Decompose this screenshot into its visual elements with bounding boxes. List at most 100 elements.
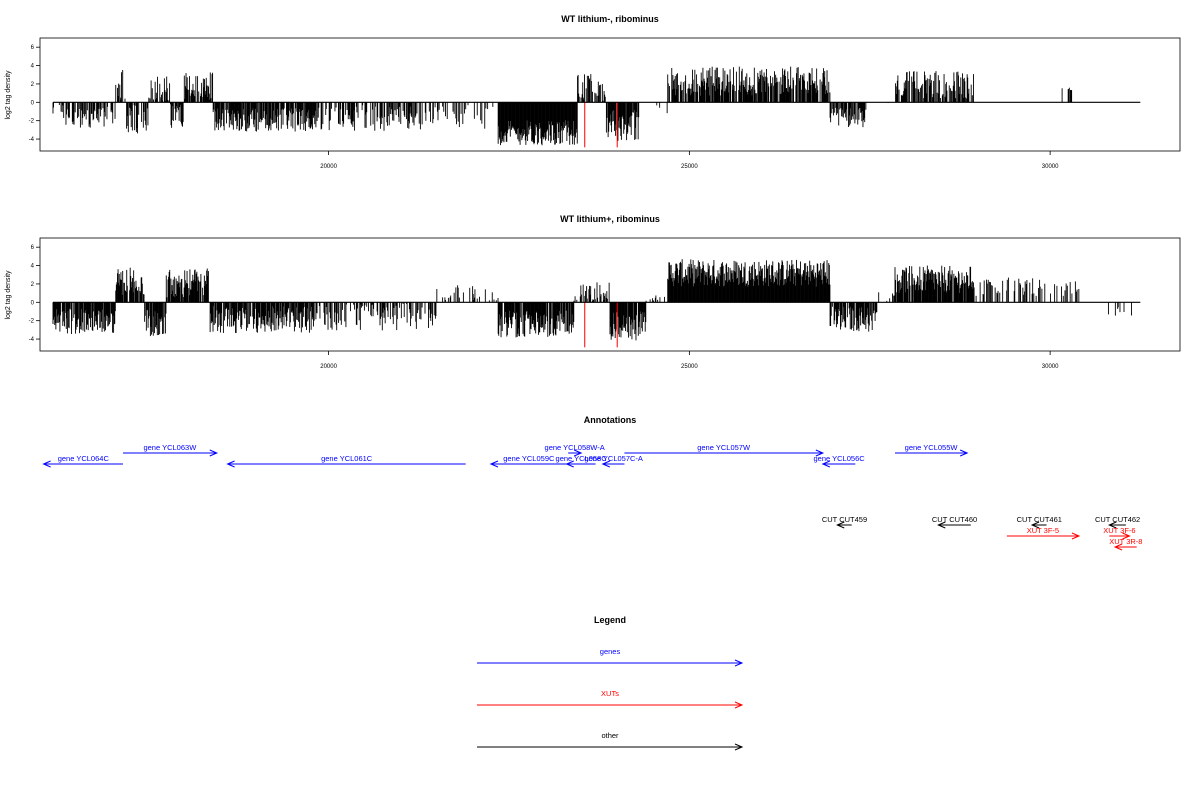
- feature-label: gene YCL057C-A: [584, 454, 643, 463]
- annotations-title: Annotations: [584, 415, 637, 425]
- legend-entry: XUTs: [477, 689, 744, 709]
- annotation-feature: XUT 3F-6: [1103, 526, 1136, 540]
- feature-arrow-head: [1030, 521, 1040, 529]
- feature-arrow-head: [959, 449, 969, 457]
- legend-entry: other: [477, 731, 744, 751]
- y-tick-label: 2: [31, 82, 35, 88]
- annotation-feature: gene YCL061C: [226, 454, 466, 468]
- feature-label: gene YCL057W: [697, 443, 751, 452]
- y-tick-label: -4: [29, 137, 35, 143]
- y-tick-label: 6: [31, 45, 35, 51]
- annotation-feature: gene YCL063W: [122, 443, 219, 457]
- y-tick-label: 0: [31, 300, 35, 306]
- feature-arrow-head: [734, 743, 744, 751]
- annotation-feature: gene YCL056C: [814, 454, 866, 468]
- feature-label: XUT 3F-6: [1103, 526, 1135, 535]
- annotation-feature: CUT CUT460: [932, 515, 977, 529]
- feature-arrow-head: [573, 449, 583, 457]
- y-tick-label: 4: [31, 264, 35, 270]
- x-tick-label: 25000: [681, 164, 698, 170]
- feature-arrow-head: [937, 521, 946, 529]
- position-markers: [584, 102, 618, 148]
- annotation-feature: XUT 3F-5: [1006, 526, 1081, 540]
- feature-arrow-head: [42, 460, 51, 468]
- feature-arrow-head: [734, 701, 744, 709]
- plot-frame: [39, 237, 1181, 352]
- x-tick-label: 20000: [320, 364, 337, 370]
- feature-arrow-head: [489, 460, 499, 468]
- feature-label: gene YCL064C: [58, 454, 110, 463]
- annotation-feature: gene YCL058W-A: [545, 443, 605, 457]
- y-tick-label: 4: [31, 64, 35, 70]
- y-tick-label: 6: [31, 245, 35, 251]
- annotation-feature: CUT CUT462: [1095, 515, 1140, 529]
- feature-label: gene YCL058W-A: [545, 443, 605, 452]
- x-tick-label: 25000: [681, 364, 698, 370]
- chart-title: WT lithium-, ribominus: [561, 14, 659, 24]
- legend-label: XUTs: [601, 689, 619, 698]
- legend-title: Legend: [594, 615, 626, 625]
- legend-label: genes: [600, 647, 621, 656]
- annotation-feature: gene YCL055W: [895, 443, 969, 457]
- annotation-feature: CUT CUT461: [1017, 515, 1062, 529]
- bar-series: [52, 259, 1132, 341]
- feature-label: XUT 3F-5: [1027, 526, 1059, 535]
- legend-panel: Legend genes XUTs other: [477, 615, 744, 751]
- feature-arrow-head: [1113, 543, 1123, 551]
- feature-label: gene YCL059C: [503, 454, 555, 463]
- feature-label: CUT CUT460: [932, 515, 977, 524]
- track-panel-lithium-minus: WT lithium-, ribominus log2 tag density …: [5, 14, 1181, 170]
- feature-arrow-head: [815, 449, 825, 457]
- feature-arrow-head: [565, 460, 574, 468]
- feature-label: CUT CUT461: [1017, 515, 1062, 524]
- annotation-feature: gene YCL059C: [489, 454, 567, 468]
- feature-arrow-head: [1108, 521, 1117, 529]
- legend-items: genes XUTs other: [477, 647, 744, 751]
- annotation-feature: gene YCL057W: [624, 443, 825, 457]
- y-tick-label: 2: [31, 282, 35, 288]
- feature-arrow-head: [226, 460, 235, 468]
- feature-arrow-head: [1071, 532, 1081, 540]
- feature-label: gene YCL056C: [814, 454, 866, 463]
- feature-arrow-head: [1122, 532, 1131, 540]
- y-axis-label: log2 tag density: [5, 270, 12, 320]
- feature-label: CUT CUT459: [822, 515, 867, 524]
- feature-label: gene YCL058C: [556, 454, 608, 463]
- x-axis: 20000 25000 30000: [320, 151, 1059, 170]
- feature-arrow-head: [209, 449, 219, 457]
- x-tick-label: 30000: [1042, 364, 1059, 370]
- x-tick-label: 30000: [1042, 164, 1059, 170]
- y-axis: -4 -2 0 2 4 6: [29, 245, 40, 343]
- legend-entry: genes: [477, 647, 744, 667]
- annotation-feature: XUT 3R-8: [1109, 537, 1142, 551]
- x-axis: 20000 25000 30000: [320, 351, 1059, 370]
- track-panel-lithium-plus: WT lithium+, ribominus log2 tag density …: [5, 214, 1181, 370]
- annotation-features: gene YCL064C gene YCL063W gene YCL061C gene…: [42, 443, 1142, 551]
- annotation-feature: gene YCL057C-A: [584, 454, 643, 468]
- feature-label: gene YCL055W: [905, 443, 959, 452]
- feature-arrow-head: [601, 460, 610, 468]
- bar-series: [52, 66, 1073, 146]
- feature-arrow-head: [734, 659, 744, 667]
- legend-label: other: [601, 731, 619, 740]
- annotation-feature: CUT CUT459: [822, 515, 867, 529]
- feature-label: gene YCL061C: [321, 454, 373, 463]
- annotation-feature: gene YCL064C: [42, 454, 123, 468]
- y-tick-label: -2: [29, 119, 35, 125]
- feature-label: CUT CUT462: [1095, 515, 1140, 524]
- feature-arrow-head: [821, 460, 831, 468]
- y-tick-label: 0: [31, 100, 35, 106]
- position-markers: [584, 302, 618, 348]
- y-tick-label: -4: [29, 337, 35, 343]
- y-axis-label: log2 tag density: [5, 70, 12, 120]
- y-axis: -4 -2 0 2 4 6: [29, 45, 40, 143]
- feature-label: XUT 3R-8: [1109, 537, 1142, 546]
- y-tick-label: -2: [29, 319, 35, 325]
- x-tick-label: 20000: [320, 164, 337, 170]
- annotation-feature: gene YCL058C: [556, 454, 608, 468]
- feature-arrow-head: [836, 521, 845, 529]
- feature-label: gene YCL063W: [143, 443, 197, 452]
- chart-title: WT lithium+, ribominus: [560, 214, 660, 224]
